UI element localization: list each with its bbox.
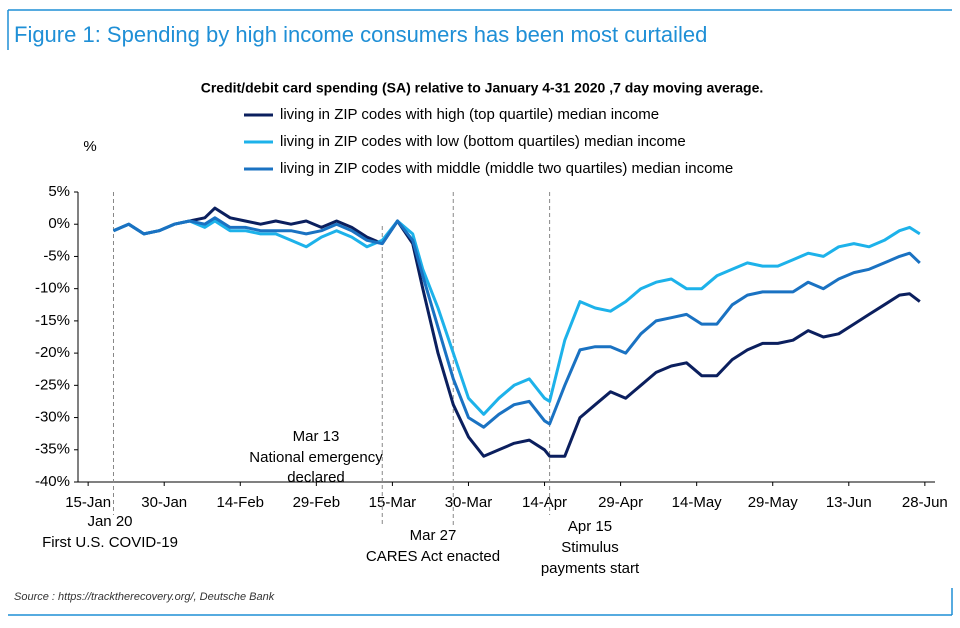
event-label: payments start [541, 560, 640, 577]
event-label: declared [287, 469, 345, 486]
legend-label: living in ZIP codes with high (top quart… [280, 106, 659, 123]
event-label: Jan 20 [87, 513, 132, 530]
y-tick-label: -30% [35, 409, 70, 426]
legend-label: living in ZIP codes with middle (middle … [280, 160, 733, 177]
legend-label: living in ZIP codes with low (bottom qua… [280, 133, 686, 150]
y-tick-label: -10% [35, 280, 70, 297]
series-line [112, 206, 921, 458]
event-label: CARES Act enacted [366, 548, 500, 565]
figure-title: Figure 1: Spending by high income consum… [14, 22, 707, 47]
x-tick-label: 14-Feb [217, 494, 265, 511]
x-tick-label: 13-Jun [826, 494, 872, 511]
event-label: First U.S. COVID-19 [42, 534, 178, 551]
y-tick-label: -25% [35, 376, 70, 393]
source: Source : https://tracktherecovery.org/, … [14, 591, 275, 603]
x-tick-label: 28-Jun [902, 494, 948, 511]
x-tick-label: 15-Jan [65, 494, 111, 511]
x-tick-label: 30-Jan [141, 494, 187, 511]
x-tick-label: 15-Mar [369, 494, 417, 511]
x-tick-label: 14-May [672, 494, 723, 511]
x-tick-label: 29-Apr [598, 494, 643, 511]
y-tick-label: -5% [43, 247, 70, 264]
event-label: Mar 13 [293, 428, 340, 445]
y-axis-label: % [83, 138, 96, 155]
x-tick-label: 29-Feb [293, 494, 341, 511]
event-label: Apr 15 [568, 518, 612, 535]
y-tick-label: -40% [35, 473, 70, 490]
y-tick-label: -35% [35, 441, 70, 458]
y-tick-label: 5% [48, 183, 70, 200]
event-label: National emergency [249, 449, 383, 466]
chart-title: Credit/debit card spending (SA) relative… [201, 80, 764, 96]
y-tick-label: 0% [48, 215, 70, 232]
y-tick-label: -15% [35, 312, 70, 329]
x-tick-label: 29-May [748, 494, 799, 511]
x-tick-label: 30-Mar [445, 494, 493, 511]
series-line [112, 219, 921, 416]
y-tick-label: -20% [35, 344, 70, 361]
x-tick-label: 14-Apr [522, 494, 567, 511]
event-label: Mar 27 [410, 527, 457, 544]
series-line [112, 216, 921, 429]
event-label: Stimulus [561, 539, 619, 556]
